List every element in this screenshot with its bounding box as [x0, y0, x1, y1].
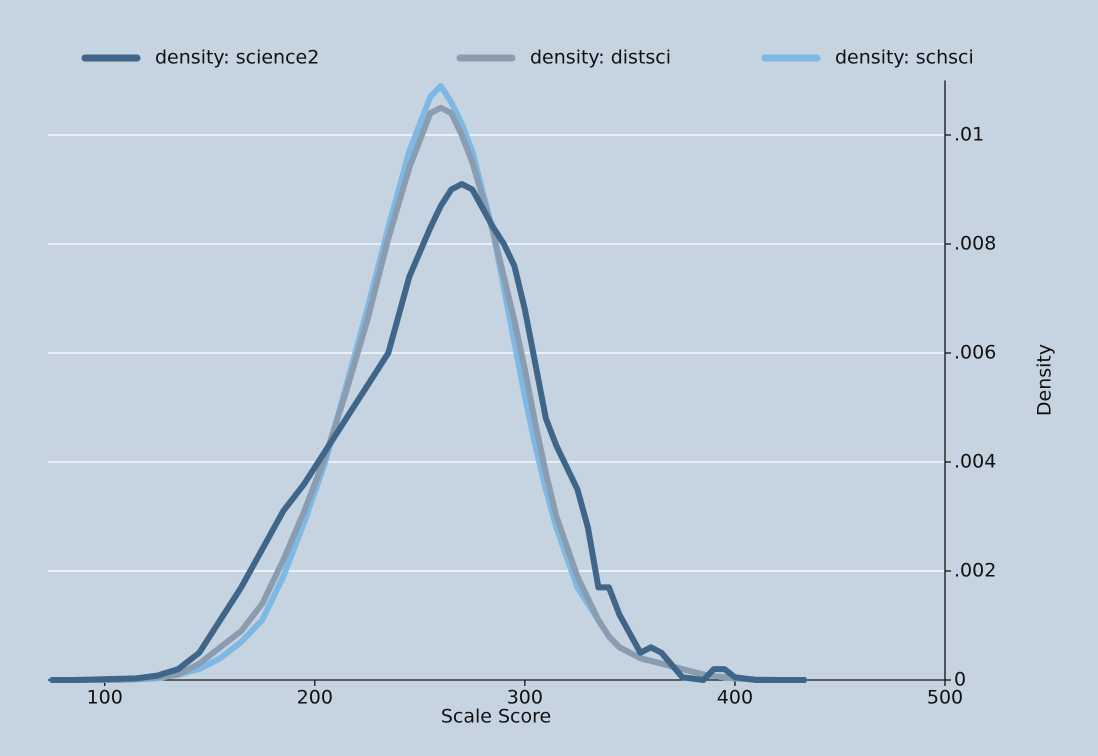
y-tick-label: .006 [954, 342, 996, 364]
y-tick-label: 0 [954, 669, 966, 691]
y-tick-label: .01 [954, 124, 984, 146]
x-tick-label: 200 [297, 687, 333, 709]
x-tick-label: 100 [87, 687, 123, 709]
legend-label: density: science2 [155, 47, 319, 69]
y-axis-title: Density [1034, 344, 1056, 416]
y-tick-label: .008 [954, 233, 996, 255]
density-line [49, 181, 808, 683]
x-tick-label: 400 [717, 687, 753, 709]
x-axis-title: Scale Score [441, 706, 551, 728]
x-tick-label: 300 [507, 687, 543, 709]
y-tick-label: .004 [954, 451, 996, 473]
legend-label: density: schsci [835, 47, 974, 69]
legend-label: density: distsci [530, 47, 671, 69]
y-tick-label: .002 [954, 560, 996, 582]
x-tick-label: 500 [927, 687, 963, 709]
